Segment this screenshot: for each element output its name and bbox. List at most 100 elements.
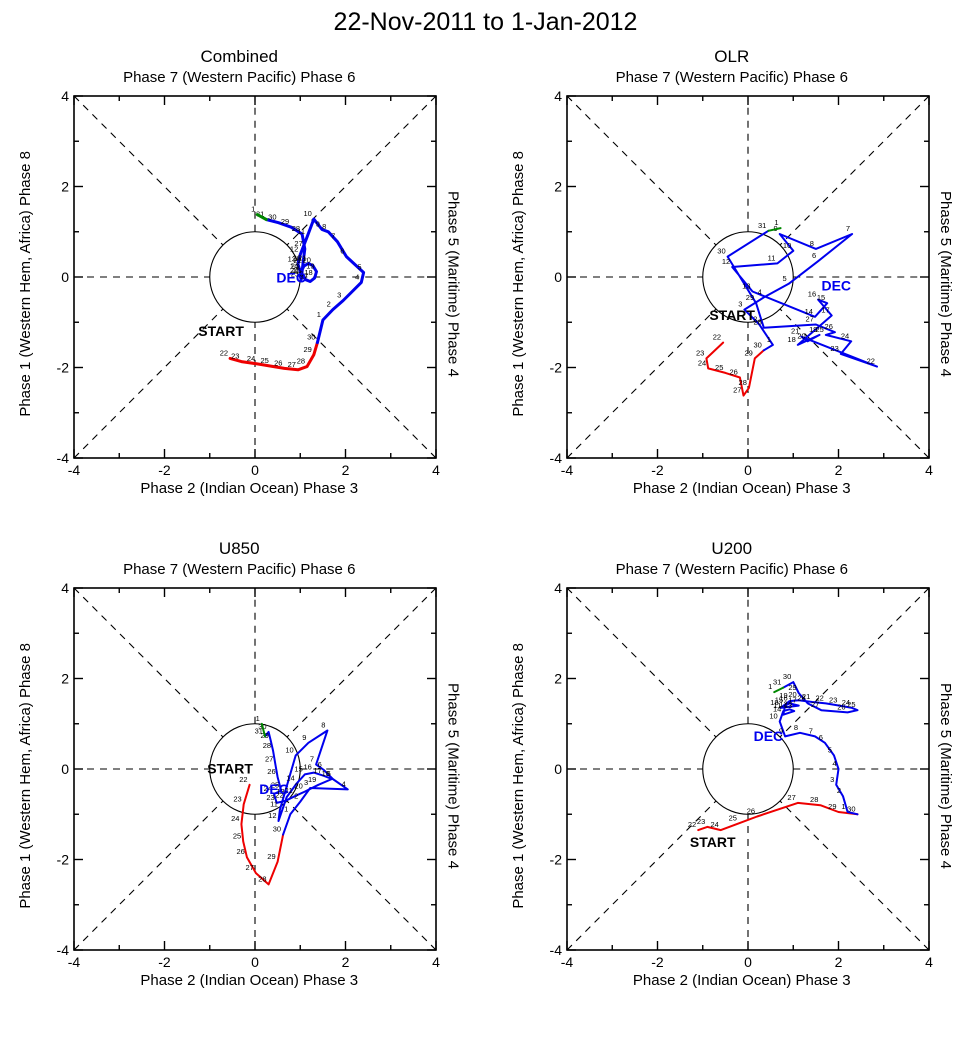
axis-label-bottom: Phase 2 (Indian Ocean) Phase 3: [140, 972, 359, 989]
day-label: 17: [300, 272, 308, 281]
day-label: 25: [815, 325, 823, 334]
phase-guide-line: [779, 800, 930, 951]
day-label: 20: [295, 782, 303, 791]
day-label: 28: [738, 378, 746, 387]
day-label: 26: [274, 358, 282, 367]
day-label: 24: [698, 358, 706, 367]
day-label: 28: [810, 795, 818, 804]
x-tick-label: -4: [68, 954, 81, 970]
day-label: 10: [304, 209, 312, 218]
y-tick-label: -4: [549, 942, 562, 958]
day-label: 10: [783, 241, 791, 250]
day-label: 29: [746, 293, 754, 302]
day-label: 28: [753, 318, 761, 327]
day-label: 9: [779, 726, 783, 735]
day-label: 18: [305, 268, 313, 277]
day-label: 28: [797, 693, 805, 702]
axis-label-left: Phase 1 (Western Hem, Africa) Phase 8: [509, 643, 527, 909]
day-label: 26: [293, 253, 301, 262]
day-label: 23: [291, 262, 299, 271]
day-label: 21: [791, 327, 799, 336]
day-label: 27: [787, 793, 795, 802]
day-label: 6: [812, 251, 816, 260]
day-label: 8: [321, 721, 325, 730]
day-label: 19: [809, 325, 817, 334]
day-label: 4: [757, 287, 761, 296]
day-label: 2: [294, 792, 298, 801]
day-label: 7: [809, 726, 813, 735]
day-label: 27: [811, 700, 819, 709]
x-tick-label: -4: [561, 462, 574, 478]
axis-label-left: Phase 1 (Western Hem, Africa) Phase 8: [509, 151, 527, 417]
x-tick-label: -2: [651, 954, 664, 970]
trajectory-december: [265, 217, 366, 345]
panel-olr: OLR Phase 7 (Western Pacific) Phase 6 Ph…: [510, 47, 954, 497]
day-label: 15: [775, 696, 783, 705]
day-label: 17: [788, 696, 796, 705]
day-label: 26: [268, 767, 276, 776]
day-label: 1: [774, 218, 778, 227]
day-label: 29: [281, 217, 289, 226]
day-label: 13: [742, 281, 750, 290]
y-tick-label: 0: [554, 761, 562, 777]
day-label: 9: [302, 733, 306, 742]
axis-label-left: Phase 1 (Western Hem, Africa) Phase 8: [17, 151, 35, 417]
panel-u850: U850 Phase 7 (Western Pacific) Phase 6 P…: [17, 539, 461, 989]
phase-guide-line: [73, 800, 224, 951]
trajectory-january: [256, 213, 269, 221]
day-label: 28: [292, 224, 300, 233]
day-label: 24: [841, 331, 849, 340]
day-label: 26: [746, 807, 754, 816]
day-label: 30: [717, 247, 725, 256]
trajectory-november: [240, 783, 285, 886]
x-tick-label: 4: [925, 954, 933, 970]
day-label: 28: [297, 357, 305, 366]
day-label: 31: [773, 678, 781, 687]
day-label: 25: [261, 356, 269, 365]
phase-plot-olr: -4-4-2-200224422232425262728293012345678…: [549, 88, 933, 478]
trajectory-december: [778, 681, 859, 816]
x-tick-label: 2: [342, 954, 350, 970]
axis-label-right: Phase 5 (Maritime) Phase 4: [444, 191, 462, 377]
phase-guide-line: [566, 587, 717, 738]
day-label: 16: [296, 270, 304, 279]
day-label: 8: [809, 239, 813, 248]
day-label: 6: [340, 247, 344, 256]
day-label: 19: [306, 262, 314, 271]
annotation-dec: DEC: [259, 781, 289, 797]
x-tick-label: -2: [651, 462, 664, 478]
phase-guide-line: [286, 587, 437, 738]
day-label: 22: [239, 775, 247, 784]
x-tick-label: 0: [251, 462, 259, 478]
day-label: 22: [866, 357, 874, 366]
day-label: 17: [314, 766, 322, 775]
day-label: 12: [722, 257, 730, 266]
day-label: 15: [293, 266, 301, 275]
day-label: 18: [787, 335, 795, 344]
page-title: 22-Nov-2011 to 1-Jan-2012: [333, 8, 638, 36]
y-tick-label: 2: [554, 671, 562, 687]
day-label: 20: [303, 256, 311, 265]
day-label: 13: [277, 787, 285, 796]
trajectory-january: [767, 227, 782, 232]
phase-guide-line: [286, 95, 437, 246]
day-label: 23: [697, 817, 705, 826]
day-label: 1: [841, 802, 845, 811]
day-label: 9: [316, 219, 320, 228]
day-label: 13: [784, 701, 792, 710]
day-label: 23: [696, 348, 704, 357]
day-label: 22: [713, 333, 721, 342]
day-label: 3: [830, 775, 834, 784]
day-label: 27: [805, 315, 813, 324]
day-label: 20: [788, 690, 796, 699]
phase-guide-line: [286, 800, 437, 951]
day-label: 7: [331, 232, 335, 241]
day-label: 24: [264, 784, 272, 793]
day-label: 22: [815, 693, 823, 702]
day-label: 15: [817, 293, 825, 302]
day-label: 5: [782, 274, 786, 283]
day-label: 29: [744, 348, 752, 357]
